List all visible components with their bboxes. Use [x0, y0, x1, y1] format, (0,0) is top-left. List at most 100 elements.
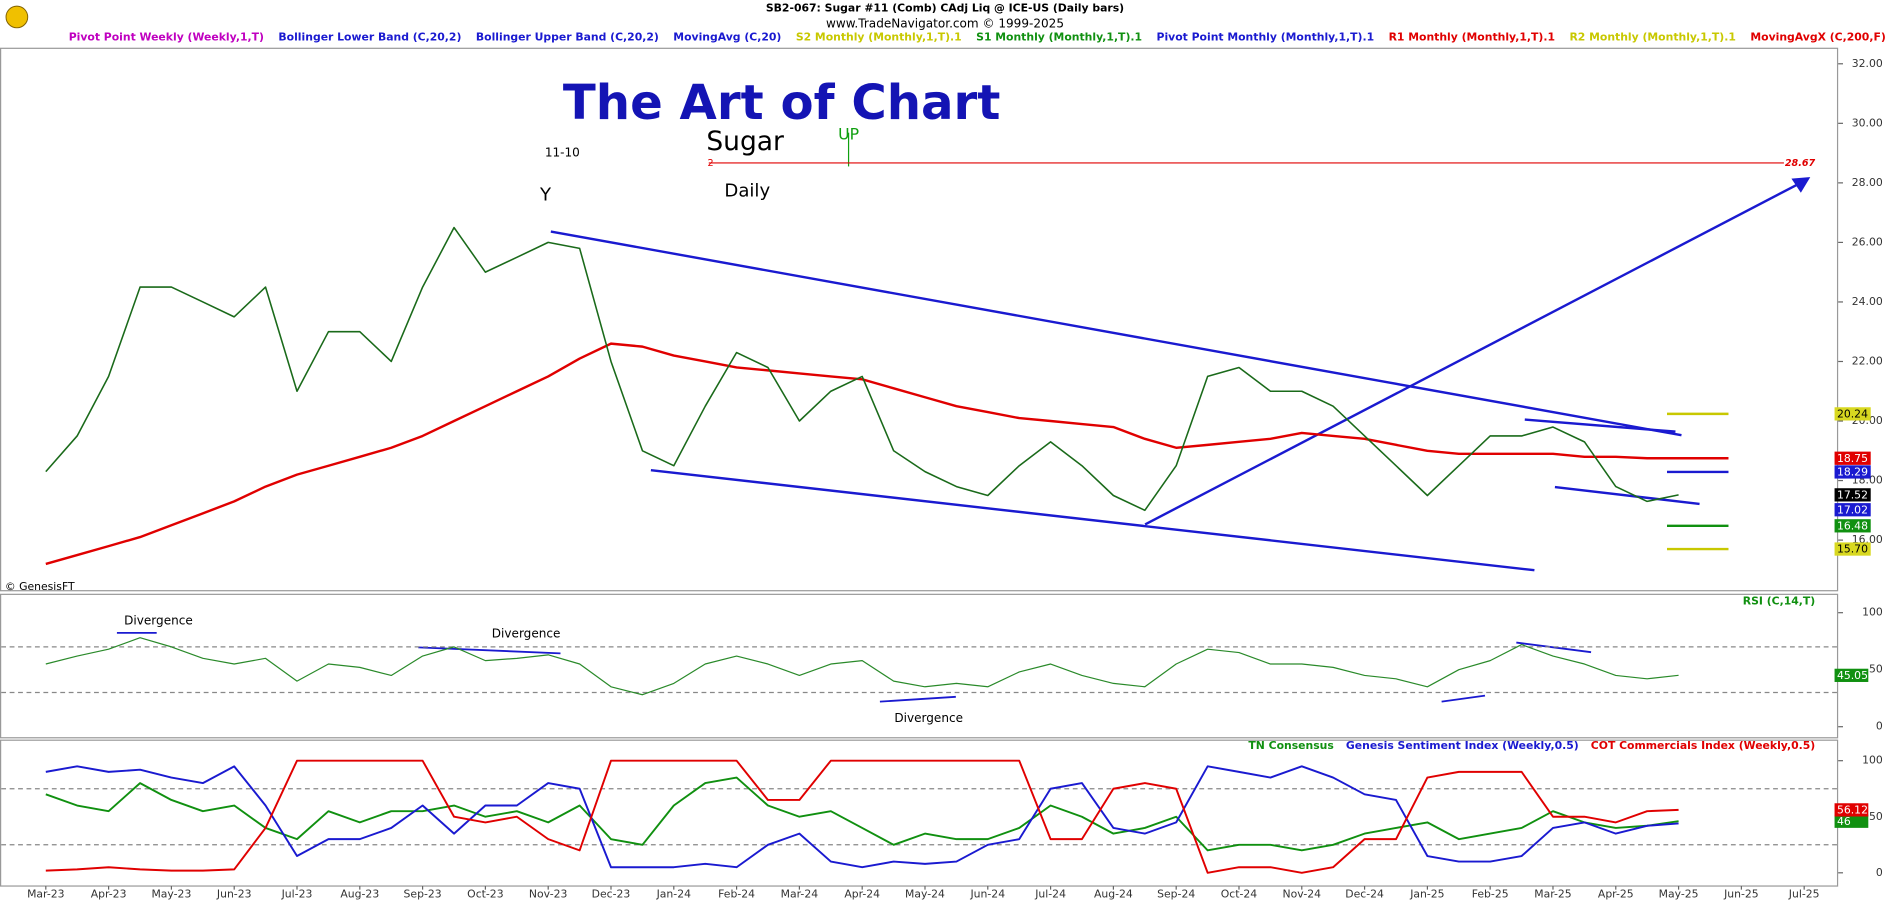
trend-line: [650, 468, 1535, 572]
trend-line: [550, 230, 1682, 437]
legend-entry: R2 Monthly (Monthly,1,T).1: [1569, 30, 1735, 43]
resistance-tag: 2: [708, 158, 714, 169]
x-tick-label: Jun-23: [216, 887, 252, 900]
price-marker-label: 18.75: [1837, 452, 1868, 465]
annotation: 11-10: [545, 146, 580, 160]
y-tick-label: 50: [1869, 663, 1883, 676]
legend-entry: MovingAvg (C,20): [673, 30, 781, 43]
x-tick-label: May-23: [151, 887, 191, 900]
end-label: 45.05: [1837, 669, 1868, 682]
legend-entry: Bollinger Lower Band (C,20,2): [278, 30, 461, 43]
legend-entry: R1 Monthly (Monthly,1,T).1: [1389, 30, 1555, 43]
price-marker: [1834, 488, 1871, 502]
x-tick-label: Dec-24: [1345, 887, 1384, 900]
x-tick-label: Jun-25: [1723, 887, 1759, 900]
annotation: © GenesisFT: [5, 580, 75, 593]
x-tick-label: Apr-23: [91, 887, 127, 900]
x-tick-label: Jul-24: [1034, 887, 1066, 900]
x-tick-label: May-24: [905, 887, 945, 900]
x-tick-label: Mar-25: [1534, 887, 1571, 900]
x-tick-label: Jan-25: [1409, 887, 1444, 900]
price-marker: [1834, 519, 1871, 533]
legend-entry: Pivot Point Monthly (Monthly,1,T).1: [1157, 30, 1375, 43]
annotation: The Art of Chart: [563, 75, 1000, 131]
legend-entry: COT Commercials Index (Weekly,0.5): [1591, 739, 1816, 752]
x-tick-label: Aug-24: [1094, 887, 1133, 900]
x-tick-label: Oct-24: [1221, 887, 1258, 900]
x-tick-label: Nov-24: [1283, 887, 1322, 900]
x-tick-label: Jul-25: [1788, 887, 1820, 900]
series-line: [45, 342, 1679, 566]
y-tick-label: 32.00: [1852, 57, 1883, 70]
price-marker-label: 18.29: [1837, 466, 1868, 479]
x-tick-label: May-25: [1659, 887, 1699, 900]
x-tick-label: Jan-24: [656, 887, 691, 900]
series-line: [45, 759, 1679, 874]
x-tick-label: Sep-23: [404, 887, 442, 900]
price-marker: [1834, 503, 1871, 517]
y-tick-label: 0: [1876, 720, 1883, 733]
y-tick-label: 0: [1876, 866, 1883, 879]
x-tick-label: Jul-23: [281, 887, 313, 900]
trend-lines: [550, 177, 1811, 572]
y-tick-label: 30.00: [1852, 116, 1883, 129]
annotation: Y: [539, 184, 552, 205]
y-tick-label: 100: [1862, 606, 1883, 619]
arrow-head: [1791, 177, 1811, 193]
price-marker-label: 17.52: [1837, 488, 1868, 501]
price-marker-label: 20.24: [1837, 407, 1868, 420]
legend-entry: Bollinger Upper Band (C,20,2): [476, 30, 659, 43]
price-marker: [1834, 542, 1871, 556]
legend-entry: MovingAvgX (C,200,F): [1750, 30, 1885, 43]
x-tick-label: Nov-23: [529, 887, 568, 900]
divergence-line: [1441, 694, 1486, 703]
x-tick-label: Feb-24: [718, 887, 755, 900]
price-marker: [1834, 451, 1871, 465]
divergence-line: [879, 695, 956, 703]
annotation: Daily: [724, 181, 770, 202]
trend-line: [1144, 179, 1805, 526]
price-line: [45, 637, 1679, 696]
y-tick-label: 100: [1862, 754, 1883, 767]
y-tick-label: 26.00: [1852, 235, 1883, 248]
logo: [5, 5, 29, 29]
annotation: Divergence: [124, 613, 193, 627]
legend-entry: S2 Monthly (Monthly,1,T).1: [796, 30, 962, 43]
panel-title: RSI (C,14,T): [1743, 595, 1816, 608]
x-tick-label: Aug-23: [340, 887, 379, 900]
end-marker: [1834, 668, 1869, 682]
legend-entry: Pivot Point Weekly (Weekly,1,T): [69, 30, 264, 43]
x-tick-label: Oct-23: [467, 887, 504, 900]
legend-entry: S1 Monthly (Monthly,1,T).1: [976, 30, 1142, 43]
resistance-label: 28.67: [1785, 158, 1816, 169]
price-line: [45, 226, 1679, 512]
end-marker: [1834, 803, 1869, 817]
rsi-panel: [0, 593, 1839, 739]
x-tick-label: Apr-24: [844, 887, 880, 900]
legend-entry: Genesis Sentiment Index (Weekly,0.5): [1346, 739, 1579, 752]
x-tick-label: Jun-24: [969, 887, 1005, 900]
x-tick-label: Apr-25: [1598, 887, 1634, 900]
legend-entry: TN Consensus: [1248, 739, 1333, 752]
annotation: UP: [838, 125, 859, 144]
header-subtitle: www.TradeNavigator.com © 1999-2025: [826, 17, 1064, 31]
end-label: 46: [1837, 815, 1851, 828]
divergence-line: [418, 646, 561, 655]
price-marker: [1834, 465, 1871, 479]
x-tick-label: Feb-25: [1472, 887, 1509, 900]
end-marker: [1834, 814, 1869, 828]
x-tick-label: Mar-24: [781, 887, 819, 900]
y-tick-label: 24.00: [1852, 295, 1883, 308]
price-marker-label: 17.02: [1837, 503, 1868, 516]
x-tick-label: Mar-23: [27, 887, 65, 900]
annotation: Divergence: [492, 627, 561, 641]
annotation: Divergence: [894, 711, 963, 725]
price-marker: [1834, 407, 1871, 421]
trend-line: [1554, 485, 1700, 506]
annotation: Sugar: [706, 126, 784, 157]
x-tick-label: Sep-24: [1157, 887, 1195, 900]
price-marker-label: 15.70: [1837, 543, 1868, 556]
